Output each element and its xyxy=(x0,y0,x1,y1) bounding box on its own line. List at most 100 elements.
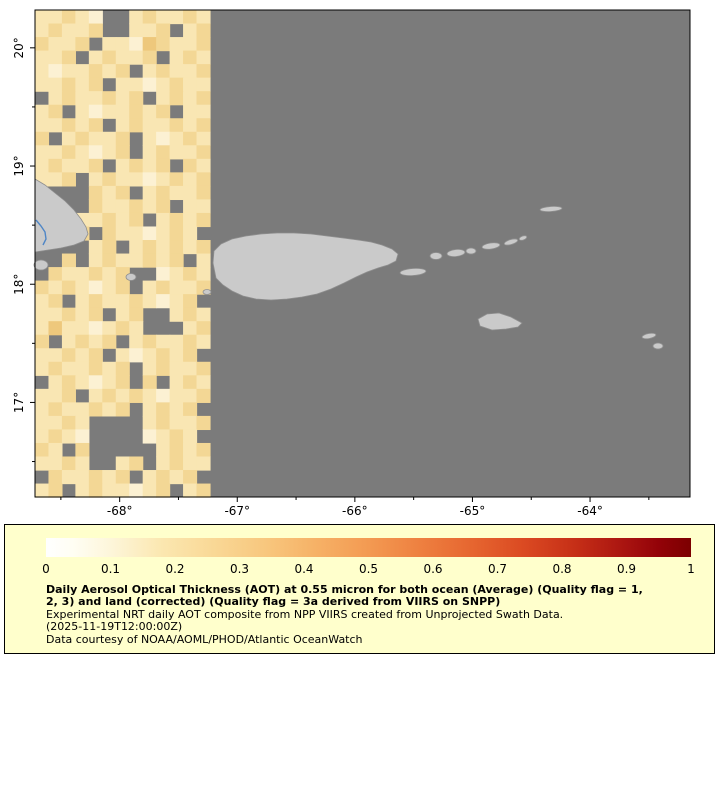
aot-cell xyxy=(48,280,63,295)
aot-cell xyxy=(169,253,184,268)
aot-cell xyxy=(156,37,171,52)
aot-cell xyxy=(183,280,198,295)
aot-cell xyxy=(169,280,184,295)
aot-cell xyxy=(102,91,117,106)
aot-cell xyxy=(75,321,90,336)
aot-cell xyxy=(142,23,157,38)
aot-cell xyxy=(156,334,171,349)
aot-cell xyxy=(183,212,198,228)
aot-cell xyxy=(183,104,198,119)
aot-cell xyxy=(75,64,90,79)
aot-cell xyxy=(48,64,63,79)
aot-cell xyxy=(88,388,103,403)
aot-cell xyxy=(196,212,211,228)
aot-cell xyxy=(129,199,144,214)
aot-cell xyxy=(88,334,103,349)
colorbar-tick-label: 0 xyxy=(42,562,50,576)
aot-cell xyxy=(102,64,117,79)
aot-cell xyxy=(183,199,198,214)
aot-cell xyxy=(102,226,117,241)
aot-cell xyxy=(183,158,198,173)
aot-cell xyxy=(142,470,157,485)
aot-cell xyxy=(75,145,90,160)
aot-cell xyxy=(156,23,171,38)
aot-cell xyxy=(156,64,171,79)
aot-cell xyxy=(183,64,198,79)
aot-cell xyxy=(48,50,63,65)
aot-cell xyxy=(156,226,171,241)
island-anguilla xyxy=(641,332,657,340)
aot-cell xyxy=(142,158,157,173)
aot-cell xyxy=(75,483,90,498)
aot-cell xyxy=(142,145,157,160)
legend-title-line-2: 2, 3) and land (corrected) (Quality flag… xyxy=(46,595,501,609)
aot-cell xyxy=(169,91,184,106)
aot-cell xyxy=(88,375,103,390)
aot-cell xyxy=(35,429,50,444)
aot-cell xyxy=(156,456,171,471)
aot-cell xyxy=(48,456,63,471)
aot-cell xyxy=(142,415,157,431)
aot-cell xyxy=(142,104,157,119)
aot-cell xyxy=(35,50,50,65)
aot-cell xyxy=(102,375,117,390)
aot-cell xyxy=(169,77,184,92)
aot-cell xyxy=(88,10,103,25)
aot-cell xyxy=(156,442,171,458)
aot-cell xyxy=(196,23,211,38)
aot-cell xyxy=(129,240,144,255)
colorbar-tick-label: 0.3 xyxy=(229,562,250,576)
aot-cell xyxy=(115,361,130,376)
island-tortola xyxy=(481,242,501,250)
aot-map: -68° -67° -66° -65° -64° 20° 19° 18° 17° xyxy=(12,9,691,518)
aot-cell xyxy=(115,104,130,119)
aot-cell xyxy=(35,23,50,38)
aot-cell xyxy=(169,375,184,390)
aot-cell xyxy=(142,131,157,146)
aot-cell xyxy=(35,118,50,133)
aot-cell xyxy=(88,77,103,92)
aot-cell xyxy=(156,158,171,173)
aot-cell xyxy=(156,212,171,228)
aot-cell xyxy=(183,23,198,38)
aot-cell xyxy=(169,456,184,471)
aot-cell xyxy=(35,361,50,376)
aot-cell xyxy=(102,185,117,201)
aot-cell xyxy=(196,158,211,173)
aot-cell xyxy=(48,145,63,160)
island-desecheo xyxy=(202,289,212,295)
aot-cell xyxy=(142,402,157,417)
aot-cell xyxy=(183,375,198,390)
aot-cell xyxy=(88,158,103,173)
aot-cell xyxy=(88,470,103,485)
aot-cell xyxy=(102,131,117,146)
aot-cell xyxy=(75,23,90,38)
aot-cell xyxy=(115,158,130,173)
aot-cell xyxy=(196,10,211,25)
map-border xyxy=(34,9,691,498)
aot-cell xyxy=(61,267,76,282)
aot-cell xyxy=(196,91,211,106)
aot-cell xyxy=(115,145,130,160)
aot-cell xyxy=(129,77,144,92)
aot-cell xyxy=(115,388,130,403)
aot-cell xyxy=(35,131,50,146)
aot-cell xyxy=(61,334,76,349)
aot-cell xyxy=(183,307,198,322)
aot-cell xyxy=(61,64,76,79)
aot-cell xyxy=(169,172,184,187)
aot-cell xyxy=(169,415,184,431)
aot-cell xyxy=(75,470,90,485)
aot-cell xyxy=(183,267,198,282)
aot-cell xyxy=(196,253,211,268)
aot-cell xyxy=(75,131,90,146)
aot-cell xyxy=(75,348,90,363)
aot-cell xyxy=(142,348,157,363)
aot-cell xyxy=(102,240,117,255)
aot-cell xyxy=(75,402,90,417)
aot-cell xyxy=(35,145,50,160)
aot-cell xyxy=(169,37,184,52)
aot-cell xyxy=(88,402,103,417)
aot-cell xyxy=(115,77,130,92)
aot-cell xyxy=(156,388,171,403)
